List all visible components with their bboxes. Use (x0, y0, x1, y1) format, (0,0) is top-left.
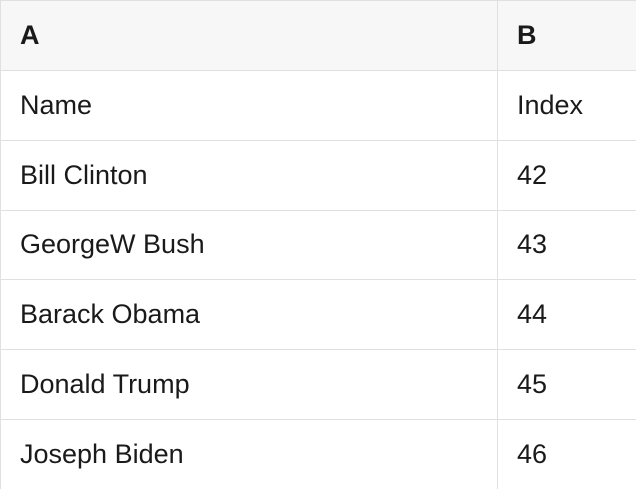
cell-name[interactable]: Donald Trump (0, 349, 497, 420)
cell-index[interactable]: 42 (497, 139, 636, 210)
header-row: A B (0, 0, 636, 70)
cell-index-label[interactable]: Index (497, 69, 636, 140)
table-row: Joseph Biden 46 (0, 419, 636, 489)
cell-name[interactable]: GeorgeW Bush (0, 209, 497, 280)
cell-name[interactable]: Joseph Biden (0, 419, 497, 489)
table-row: Donald Trump 45 (0, 349, 636, 420)
table-row: Name Index (0, 69, 636, 140)
table-row: Bill Clinton 42 (0, 139, 636, 210)
column-header-a[interactable]: A (0, 0, 497, 70)
cell-name[interactable]: Bill Clinton (0, 139, 497, 210)
cell-index[interactable]: 43 (497, 209, 636, 280)
table-row: GeorgeW Bush 43 (0, 209, 636, 280)
cell-index[interactable]: 46 (497, 419, 636, 489)
cell-name[interactable]: Barack Obama (0, 279, 497, 350)
cell-index[interactable]: 44 (497, 279, 636, 350)
column-header-b[interactable]: B (497, 0, 636, 70)
table-row: Barack Obama 44 (0, 279, 636, 350)
cell-name-label[interactable]: Name (0, 69, 497, 140)
cell-index[interactable]: 45 (497, 349, 636, 420)
